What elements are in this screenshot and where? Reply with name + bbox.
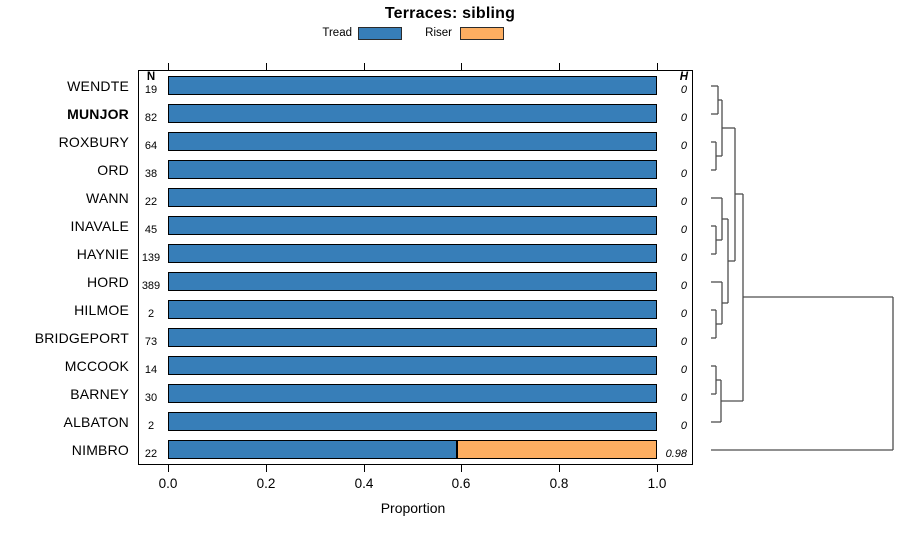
legend-swatch-riser xyxy=(460,27,504,40)
h-value: 0 xyxy=(680,84,687,96)
bar-segment-tread xyxy=(168,76,657,95)
n-value: 2 xyxy=(147,308,155,320)
row-label: ALBATON xyxy=(63,414,129,430)
row-label: BRIDGEPORT xyxy=(34,330,129,346)
n-value: 82 xyxy=(144,112,158,124)
x-axis-title: Proportion xyxy=(380,500,446,516)
x-tick-top xyxy=(266,63,267,70)
x-tick-top xyxy=(461,63,462,70)
bar-row xyxy=(168,216,657,235)
x-tick-bottom xyxy=(657,465,658,472)
n-value: 64 xyxy=(144,140,158,152)
row-label: HAYNIE xyxy=(76,246,129,262)
x-tick-label: 0.4 xyxy=(354,476,374,491)
n-value: 73 xyxy=(144,336,158,348)
row-label: WENDTE xyxy=(67,78,129,94)
bar-row xyxy=(168,412,657,431)
h-column-header: H xyxy=(679,71,688,83)
x-tick-bottom xyxy=(364,465,365,472)
chart-title: Terraces: sibling xyxy=(384,5,516,22)
h-value: 0 xyxy=(680,168,687,180)
legend-label-tread: Tread xyxy=(322,27,352,39)
x-tick-label: 0.6 xyxy=(451,476,471,491)
bar-row xyxy=(168,272,657,291)
h-value: 0 xyxy=(680,364,687,376)
row-label: MCCOOK xyxy=(64,358,129,374)
bar-segment-tread xyxy=(168,272,657,291)
n-value: 22 xyxy=(144,448,158,460)
x-tick-top xyxy=(559,63,560,70)
bar-row xyxy=(168,132,657,151)
bar-row xyxy=(168,244,657,263)
bar-segment-tread xyxy=(168,216,657,235)
h-value: 0 xyxy=(680,140,687,152)
row-label: INAVALE xyxy=(70,218,129,234)
bar-segment-tread xyxy=(168,104,657,123)
row-label: WANN xyxy=(85,190,129,206)
n-value: 14 xyxy=(144,364,158,376)
bar-segment-tread xyxy=(168,132,657,151)
bar-segment-tread xyxy=(168,356,657,375)
bar-row xyxy=(168,160,657,179)
x-tick-label: 0.8 xyxy=(549,476,569,491)
x-tick-top xyxy=(364,63,365,70)
bar-segment-tread xyxy=(168,244,657,263)
h-value: 0 xyxy=(680,420,687,432)
bar-row xyxy=(168,300,657,319)
bar-row xyxy=(168,328,657,347)
n-value: 389 xyxy=(141,280,161,292)
x-tick-bottom xyxy=(461,465,462,472)
x-tick-label: 1.0 xyxy=(647,476,667,491)
h-value: 0 xyxy=(680,280,687,292)
n-value: 2 xyxy=(147,420,155,432)
x-tick-bottom xyxy=(266,465,267,472)
legend-swatch-tread xyxy=(358,27,402,40)
bar-row xyxy=(168,104,657,123)
legend-label-riser: Riser xyxy=(425,27,452,39)
row-label: HORD xyxy=(86,274,129,290)
row-label: BARNEY xyxy=(70,386,129,402)
n-value: 38 xyxy=(144,168,158,180)
row-label: ORD xyxy=(97,162,129,178)
bar-segment-tread xyxy=(168,328,657,347)
bar-segment-riser xyxy=(457,440,657,459)
bar-segment-tread xyxy=(168,300,657,319)
n-value: 22 xyxy=(144,196,158,208)
bar-row xyxy=(168,356,657,375)
bar-row xyxy=(168,440,657,459)
x-tick-bottom xyxy=(559,465,560,472)
bar-row xyxy=(168,76,657,95)
h-value: 0 xyxy=(680,392,687,404)
x-tick-bottom xyxy=(168,465,169,472)
h-value: 0 xyxy=(680,308,687,320)
bar-segment-tread xyxy=(168,384,657,403)
h-value: 0 xyxy=(680,336,687,348)
n-value: 19 xyxy=(144,84,158,96)
x-tick-label: 0.0 xyxy=(158,476,178,491)
row-label: ROXBURY xyxy=(58,134,129,150)
row-label: HILMOE xyxy=(74,302,129,318)
x-tick-label: 0.2 xyxy=(256,476,276,491)
n-value: 45 xyxy=(144,224,158,236)
h-value: 0 xyxy=(680,224,687,236)
plot-panel xyxy=(138,70,693,465)
row-label: MUNJOR xyxy=(67,106,129,122)
x-tick-top xyxy=(657,63,658,70)
bar-row xyxy=(168,384,657,403)
row-label: NIMBRO xyxy=(71,442,129,458)
h-value: 0 xyxy=(680,196,687,208)
bar-segment-tread xyxy=(168,440,457,459)
n-column-header: N xyxy=(146,71,156,83)
bar-row xyxy=(168,188,657,207)
bar-segment-tread xyxy=(168,160,657,179)
h-value: 0.98 xyxy=(665,448,687,460)
x-tick-top xyxy=(168,63,169,70)
bar-segment-tread xyxy=(168,412,657,431)
n-value: 139 xyxy=(141,252,161,264)
h-value: 0 xyxy=(680,252,687,264)
h-value: 0 xyxy=(680,112,687,124)
n-value: 30 xyxy=(144,392,158,404)
bar-segment-tread xyxy=(168,188,657,207)
